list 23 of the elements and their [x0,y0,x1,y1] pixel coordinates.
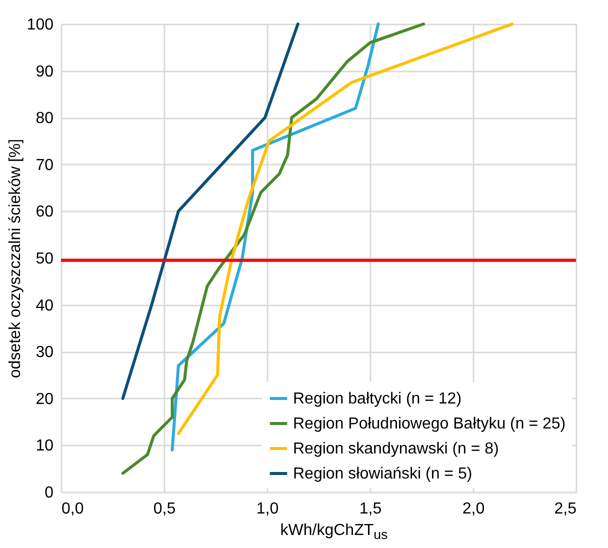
legend-label: Region skandynawski (n = 8) [293,440,499,458]
x-tick-label: 0,5 [153,500,176,518]
x-tick-label: 1,5 [359,500,382,518]
y-tick-label: 20 [36,390,54,408]
x-tick-label: 2,0 [462,500,485,518]
x-axis-title: kWh/kgChZT$_{us}$ [279,522,389,542]
y-tick-label: 50 [36,250,54,268]
x-tick-label: 0,0 [62,500,84,518]
y-tick-label: 40 [36,297,54,314]
x-tick-label: 2,5 [554,500,577,518]
legend-label: Region Południowego Bałtyku (n = 25) [293,416,566,432]
legend-label: Region bałtycki (n = 12) [293,390,462,408]
y-tick-label: 10 [36,438,54,455]
y-tick-label: 90 [36,63,54,80]
y-tick-label: 70 [36,156,54,174]
y-tick-label: 0 [44,484,54,502]
y-axis-title: odsetek oczyszczalni ścieków [%] [6,138,24,378]
y-tick-label: 30 [36,344,54,362]
y-tick-label: 80 [36,110,54,128]
x-tick-label: 1,0 [256,500,279,518]
y-tick-label: 100 [26,16,54,34]
y-tick-label: 60 [36,204,54,221]
legend-label: Region słowiański (n = 5) [293,466,472,482]
